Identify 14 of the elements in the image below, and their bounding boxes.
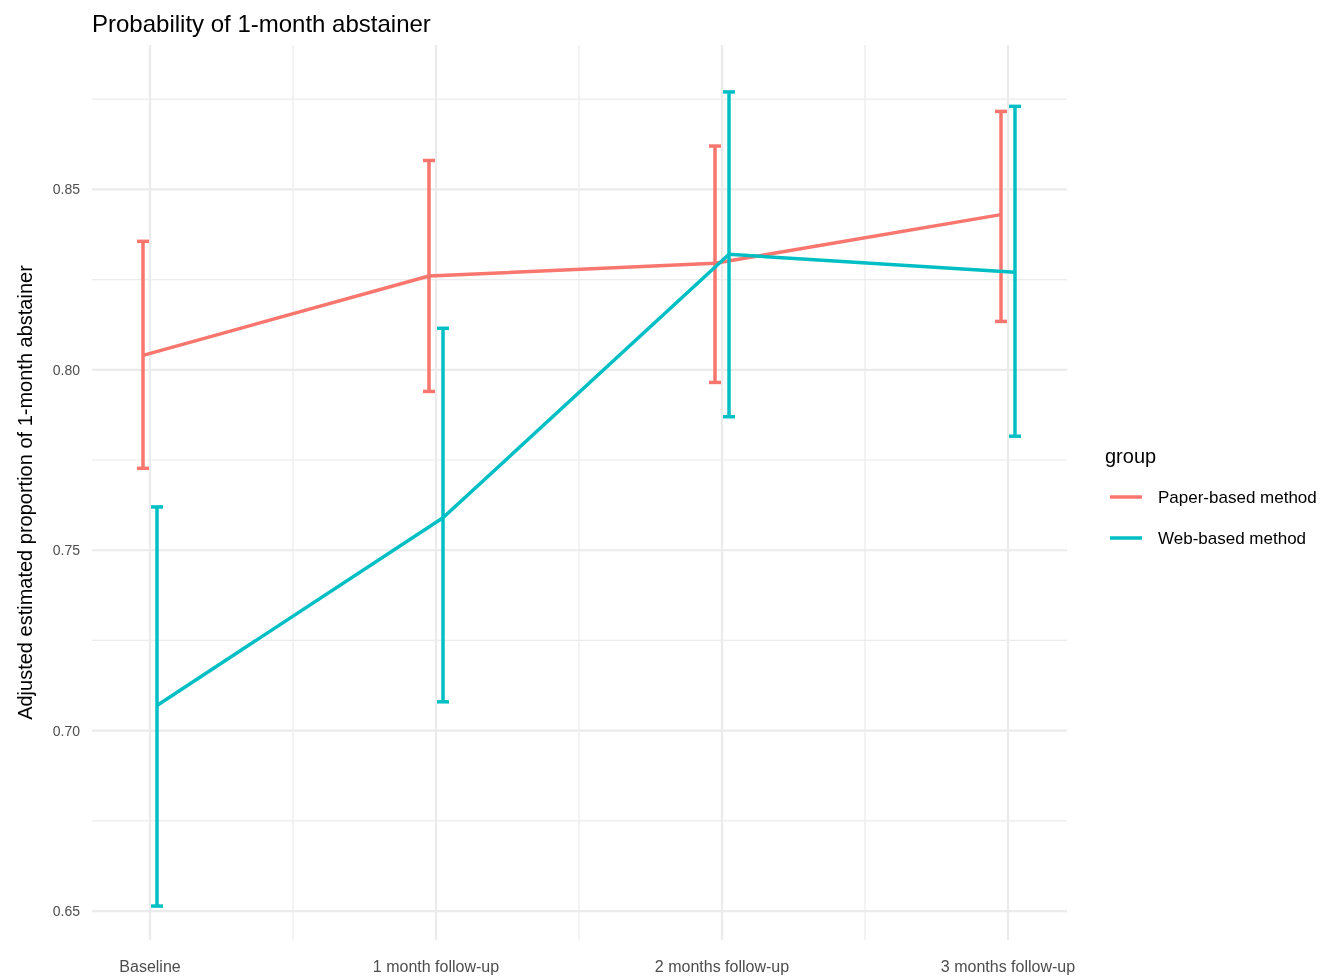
y-tick-label: 0.65	[52, 903, 81, 920]
x-tick-label: Baseline	[119, 958, 181, 975]
x-tick-label: 1 month follow-up	[372, 958, 500, 975]
legend-label: Paper-based method	[1158, 487, 1317, 507]
x-tick-label: 3 months follow-up	[940, 958, 1076, 975]
legend-label: Web-based method	[1158, 528, 1307, 548]
y-tick-label: 0.70	[52, 722, 81, 739]
y-axis-title: Adjusted estimated proportion of 1-month abstainer	[14, 264, 36, 720]
chart-title: Probability of 1-month abstainer	[92, 10, 431, 37]
y-tick-label: 0.80	[52, 361, 81, 378]
x-tick-label: 2 months follow-up	[654, 958, 790, 975]
legend-title: group	[1105, 445, 1157, 467]
y-tick-label: 0.75	[52, 542, 81, 559]
y-tick-label: 0.85	[52, 181, 81, 198]
